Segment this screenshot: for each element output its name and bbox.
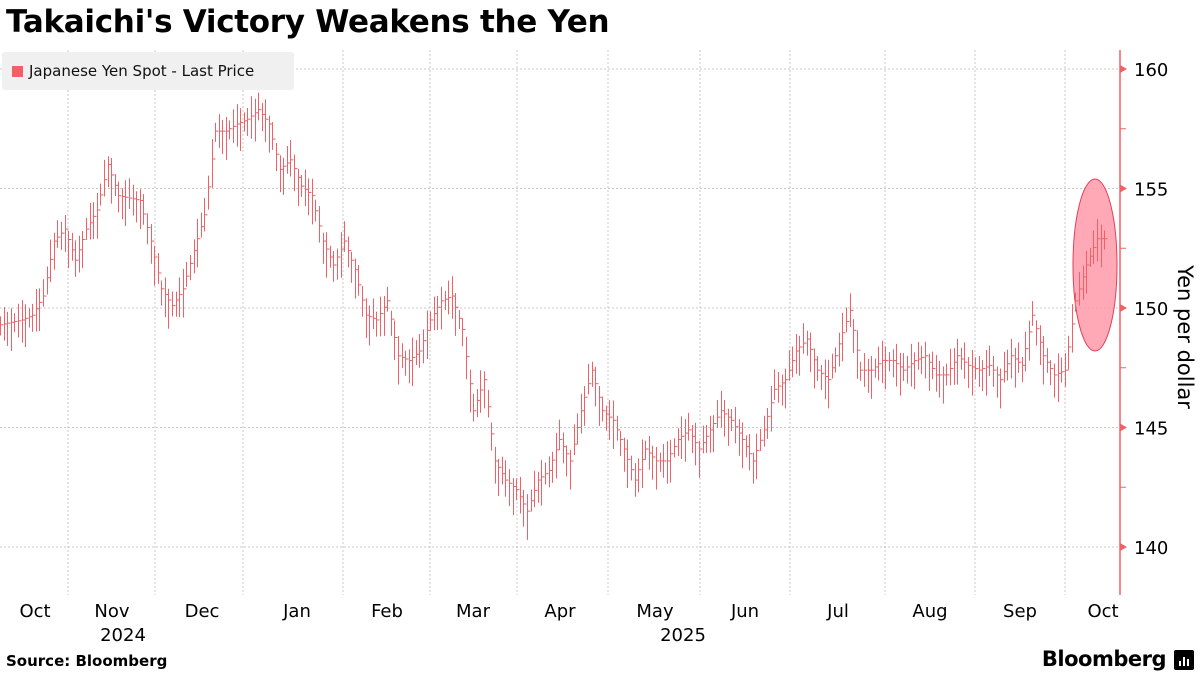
y-axis-label: Yen per dollar <box>1173 264 1197 409</box>
bloomberg-chart-icon <box>1174 650 1194 670</box>
x-tick-label: Feb <box>371 601 403 622</box>
x-tick-label: Aug <box>912 601 947 622</box>
x-tick-label: Dec <box>185 601 220 622</box>
legend-swatch <box>12 65 23 77</box>
year-label: 2025 <box>660 625 706 646</box>
x-tick-label: Nov <box>94 601 129 622</box>
x-tick-label: Jan <box>282 601 311 622</box>
y-tick-label: 140 <box>1134 538 1168 559</box>
x-tick-label: Sep <box>1003 601 1037 622</box>
x-tick-label: Oct <box>19 601 50 622</box>
y-tick-mark <box>1120 65 1127 73</box>
y-tick-label: 155 <box>1134 180 1168 201</box>
y-tick-mark <box>1120 304 1127 312</box>
x-tick-label: Jul <box>826 601 849 622</box>
highlight-ellipse <box>1072 178 1118 352</box>
year-label: 2024 <box>100 625 146 646</box>
legend-label: Japanese Yen Spot - Last Price <box>29 62 255 80</box>
chart-title: Takaichi's Victory Weakens the Yen <box>6 4 610 40</box>
y-tick-label: 145 <box>1134 419 1168 440</box>
y-tick-label: 150 <box>1134 299 1168 320</box>
x-tick-label: Mar <box>456 601 491 622</box>
y-tick-mark <box>1120 543 1127 551</box>
y-tick-mark <box>1120 423 1127 432</box>
brand-logo: Bloomberg <box>1041 647 1167 671</box>
legend: Japanese Yen Spot - Last Price <box>2 52 294 90</box>
x-tick-label: May <box>636 601 674 622</box>
x-tick-label: Jun <box>730 601 759 622</box>
y-tick-label: 160 <box>1134 60 1168 81</box>
y-tick-mark <box>1120 184 1127 193</box>
x-tick-label: Apr <box>544 601 576 622</box>
x-tick-label: Oct <box>1087 601 1118 622</box>
source-note: Source: Bloomberg <box>6 652 168 670</box>
